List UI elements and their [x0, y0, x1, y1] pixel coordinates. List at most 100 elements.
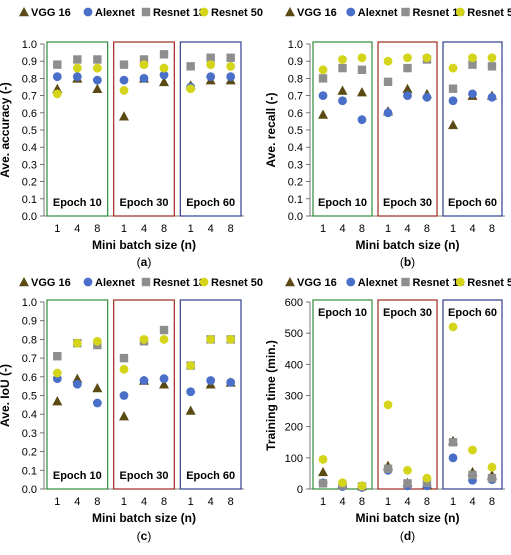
legend-marker — [83, 7, 93, 17]
data-point-alexnet — [468, 89, 477, 99]
legend-marker — [19, 7, 29, 17]
epoch-label: Epoch 30 — [383, 307, 432, 319]
data-point-resnet-18 — [73, 55, 82, 64]
data-point-resnet-18 — [119, 60, 129, 69]
data-point-resnet-18 — [422, 478, 432, 487]
x-tick-label: 8 — [94, 223, 100, 235]
data-point-vgg-16 — [92, 83, 103, 93]
y-tick-label: 0.7 — [288, 91, 303, 103]
epoch-box-epoch-60 — [179, 299, 242, 490]
x-tick-label: 4 — [469, 223, 475, 235]
y-tick-label: 200 — [285, 422, 303, 434]
epoch-label: Epoch 10 — [318, 307, 367, 319]
data-point-resnet-50 — [487, 462, 497, 472]
legend-label: Resnet 50 — [211, 277, 263, 289]
x-tick-label: 4 — [404, 223, 410, 235]
data-point-vgg-16 — [52, 396, 63, 406]
data-point-resnet-18 — [338, 63, 347, 73]
legend-label: Alexnet — [358, 277, 398, 289]
data-point-resnet-50 — [383, 400, 393, 410]
epoch-label: Epoch 60 — [448, 307, 497, 319]
data-point-alexnet — [318, 91, 328, 100]
data-point-resnet-18 — [206, 53, 215, 62]
data-point-vgg-16 — [356, 87, 367, 97]
y-tick-label: 0.2 — [22, 177, 37, 189]
epoch-label: Epoch 30 — [120, 470, 169, 482]
data-point-resnet-50 — [487, 53, 497, 63]
data-point-vgg-16 — [448, 119, 459, 130]
data-point-vgg-16 — [318, 109, 329, 119]
epoch-box-epoch-60 — [179, 41, 242, 217]
y-tick-label: 0.9 — [22, 56, 37, 68]
data-point-resnet-50 — [186, 361, 196, 370]
y-axis-title: Ave. recall (-) — [264, 93, 278, 168]
data-point-alexnet — [448, 96, 458, 106]
x-tick-label: 4 — [404, 496, 410, 508]
data-point-vgg-16 — [159, 76, 170, 87]
epoch-label: Epoch 30 — [383, 197, 432, 209]
data-point-alexnet — [448, 453, 458, 463]
y-tick-label: 0.2 — [22, 447, 37, 459]
y-tick-label: 0.0 — [22, 484, 37, 496]
data-point-resnet-50 — [226, 335, 236, 344]
epoch-box-epoch-60 — [442, 299, 503, 490]
legend-item-vgg-16: VGG 16 — [19, 277, 71, 289]
legend-item-vgg-16: VGG 16 — [285, 7, 337, 19]
y-tick-label: 300 — [285, 391, 303, 403]
y-axis-title: Ave. accuracy (-) — [0, 82, 12, 178]
y-axis-title: Training time (min.) — [264, 340, 278, 451]
data-point-resnet-18 — [468, 60, 477, 69]
data-point-resnet-18 — [468, 470, 477, 480]
x-tick-label: 4 — [74, 496, 80, 508]
data-point-resnet-18 — [318, 74, 328, 83]
legend-label: Resnet 18 — [413, 7, 465, 19]
data-point-resnet-50 — [403, 53, 412, 63]
data-point-resnet-50 — [422, 53, 432, 63]
data-point-alexnet — [357, 115, 367, 125]
data-point-resnet-50 — [468, 445, 477, 455]
x-tick-label: 1 — [385, 223, 391, 235]
x-tick-label: 4 — [339, 496, 345, 508]
x-axis-title: Mini batch size (n) — [355, 238, 459, 252]
data-point-alexnet — [487, 92, 497, 102]
legend-label: VGG 16 — [297, 7, 337, 19]
legend-item-resnet-18: Resnet 18 — [141, 277, 205, 289]
legend-marker — [455, 277, 465, 287]
x-tick-label: 8 — [424, 496, 430, 508]
y-tick-label: 500 — [285, 328, 303, 340]
data-point-vgg-16 — [92, 383, 103, 393]
y-tick-label: 0.2 — [288, 177, 303, 189]
x-tick-label: 4 — [208, 496, 214, 508]
y-tick-label: 1.0 — [22, 297, 37, 309]
x-tick-label: 1 — [188, 223, 194, 235]
legend-label: Resnet 18 — [413, 277, 465, 289]
x-tick-label: 4 — [74, 223, 80, 235]
x-tick-label: 1 — [320, 496, 326, 508]
x-tick-label: 1 — [121, 223, 127, 235]
x-tick-label: 8 — [228, 223, 234, 235]
x-tick-label: 4 — [469, 496, 475, 508]
data-point-resnet-50 — [338, 55, 347, 64]
y-axis-title: Ave. IoU (-) — [0, 364, 12, 427]
data-point-resnet-18 — [403, 479, 412, 488]
x-axis-title: Mini batch size (n) — [355, 511, 459, 525]
y-tick-label: 0.1 — [22, 465, 37, 477]
x-tick-label: 4 — [141, 223, 147, 235]
legend-marker — [455, 7, 465, 17]
data-point-resnet-18 — [357, 65, 367, 74]
data-point-alexnet — [403, 91, 412, 100]
legend-label: Resnet 50 — [467, 7, 511, 19]
legend-item-resnet-18: Resnet 18 — [401, 277, 464, 289]
legend-label: Resnet 50 — [467, 277, 511, 289]
legend-label: Resnet 18 — [153, 277, 205, 289]
x-tick-label: 1 — [450, 223, 456, 235]
y-tick-label: 0.1 — [288, 194, 303, 206]
data-point-resnet-18 — [93, 55, 102, 64]
data-point-resnet-50 — [448, 322, 458, 332]
data-point-alexnet — [72, 379, 82, 389]
x-tick-label: 1 — [450, 496, 456, 508]
epoch-box-epoch-60 — [442, 41, 503, 217]
legend-item-vgg-16: VGG 16 — [285, 277, 337, 289]
